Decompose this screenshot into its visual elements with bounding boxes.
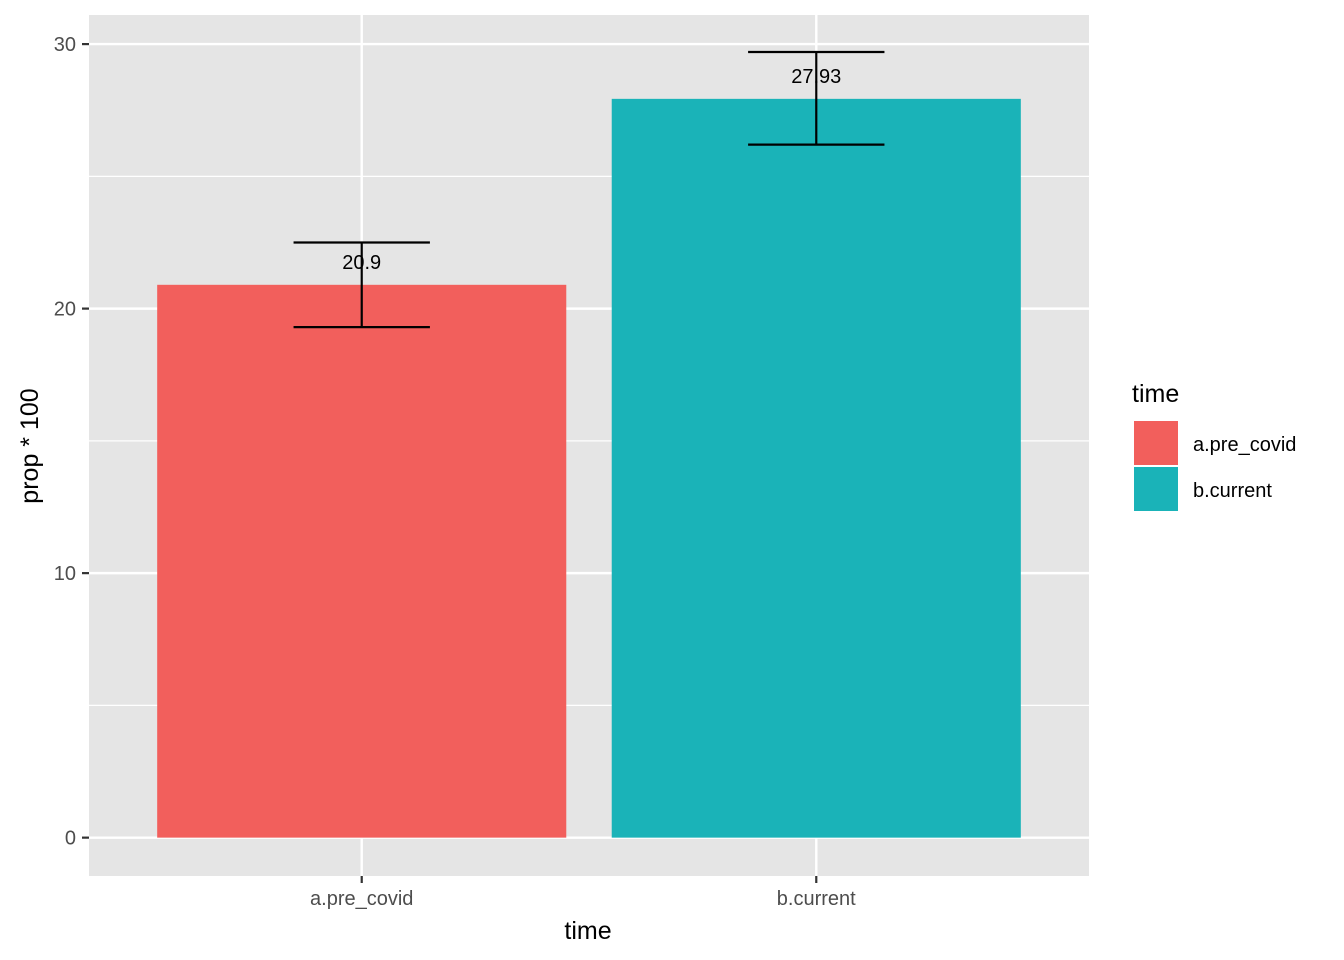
legend-title: time — [1132, 380, 1179, 408]
legend-key-a-pre-covid — [1134, 421, 1178, 465]
y-tick-label: 20 — [54, 299, 76, 321]
y-axis-title: prop * 100 — [16, 388, 44, 503]
data-labels: 20.9 27.93 — [342, 66, 841, 274]
error-bars — [293, 50, 885, 329]
x-axis-title: time — [564, 917, 611, 945]
x-tick-label: a.pre_covid — [310, 888, 413, 910]
y-tick-label: 10 — [54, 563, 76, 585]
legend-label-b-current: b.current — [1193, 480, 1272, 502]
legend-key-b-current — [1134, 467, 1178, 511]
y-axis: 0 10 20 30 — [54, 34, 89, 850]
bar-b-current — [611, 98, 1021, 838]
y-tick-label: 30 — [54, 34, 76, 56]
bar-a-pre-covid — [157, 284, 567, 838]
bars — [157, 98, 1021, 838]
error-bar — [748, 50, 885, 146]
legend: time a.pre_covid b.current — [1132, 380, 1296, 511]
data-label: 27.93 — [791, 66, 841, 88]
data-label: 20.9 — [342, 252, 381, 274]
error-bar — [293, 241, 430, 329]
x-tick-label: b.current — [777, 888, 856, 910]
legend-label-a-pre-covid: a.pre_covid — [1193, 434, 1296, 456]
x-axis: a.pre_covid b.current — [310, 876, 856, 910]
y-tick-label: 0 — [65, 828, 76, 850]
